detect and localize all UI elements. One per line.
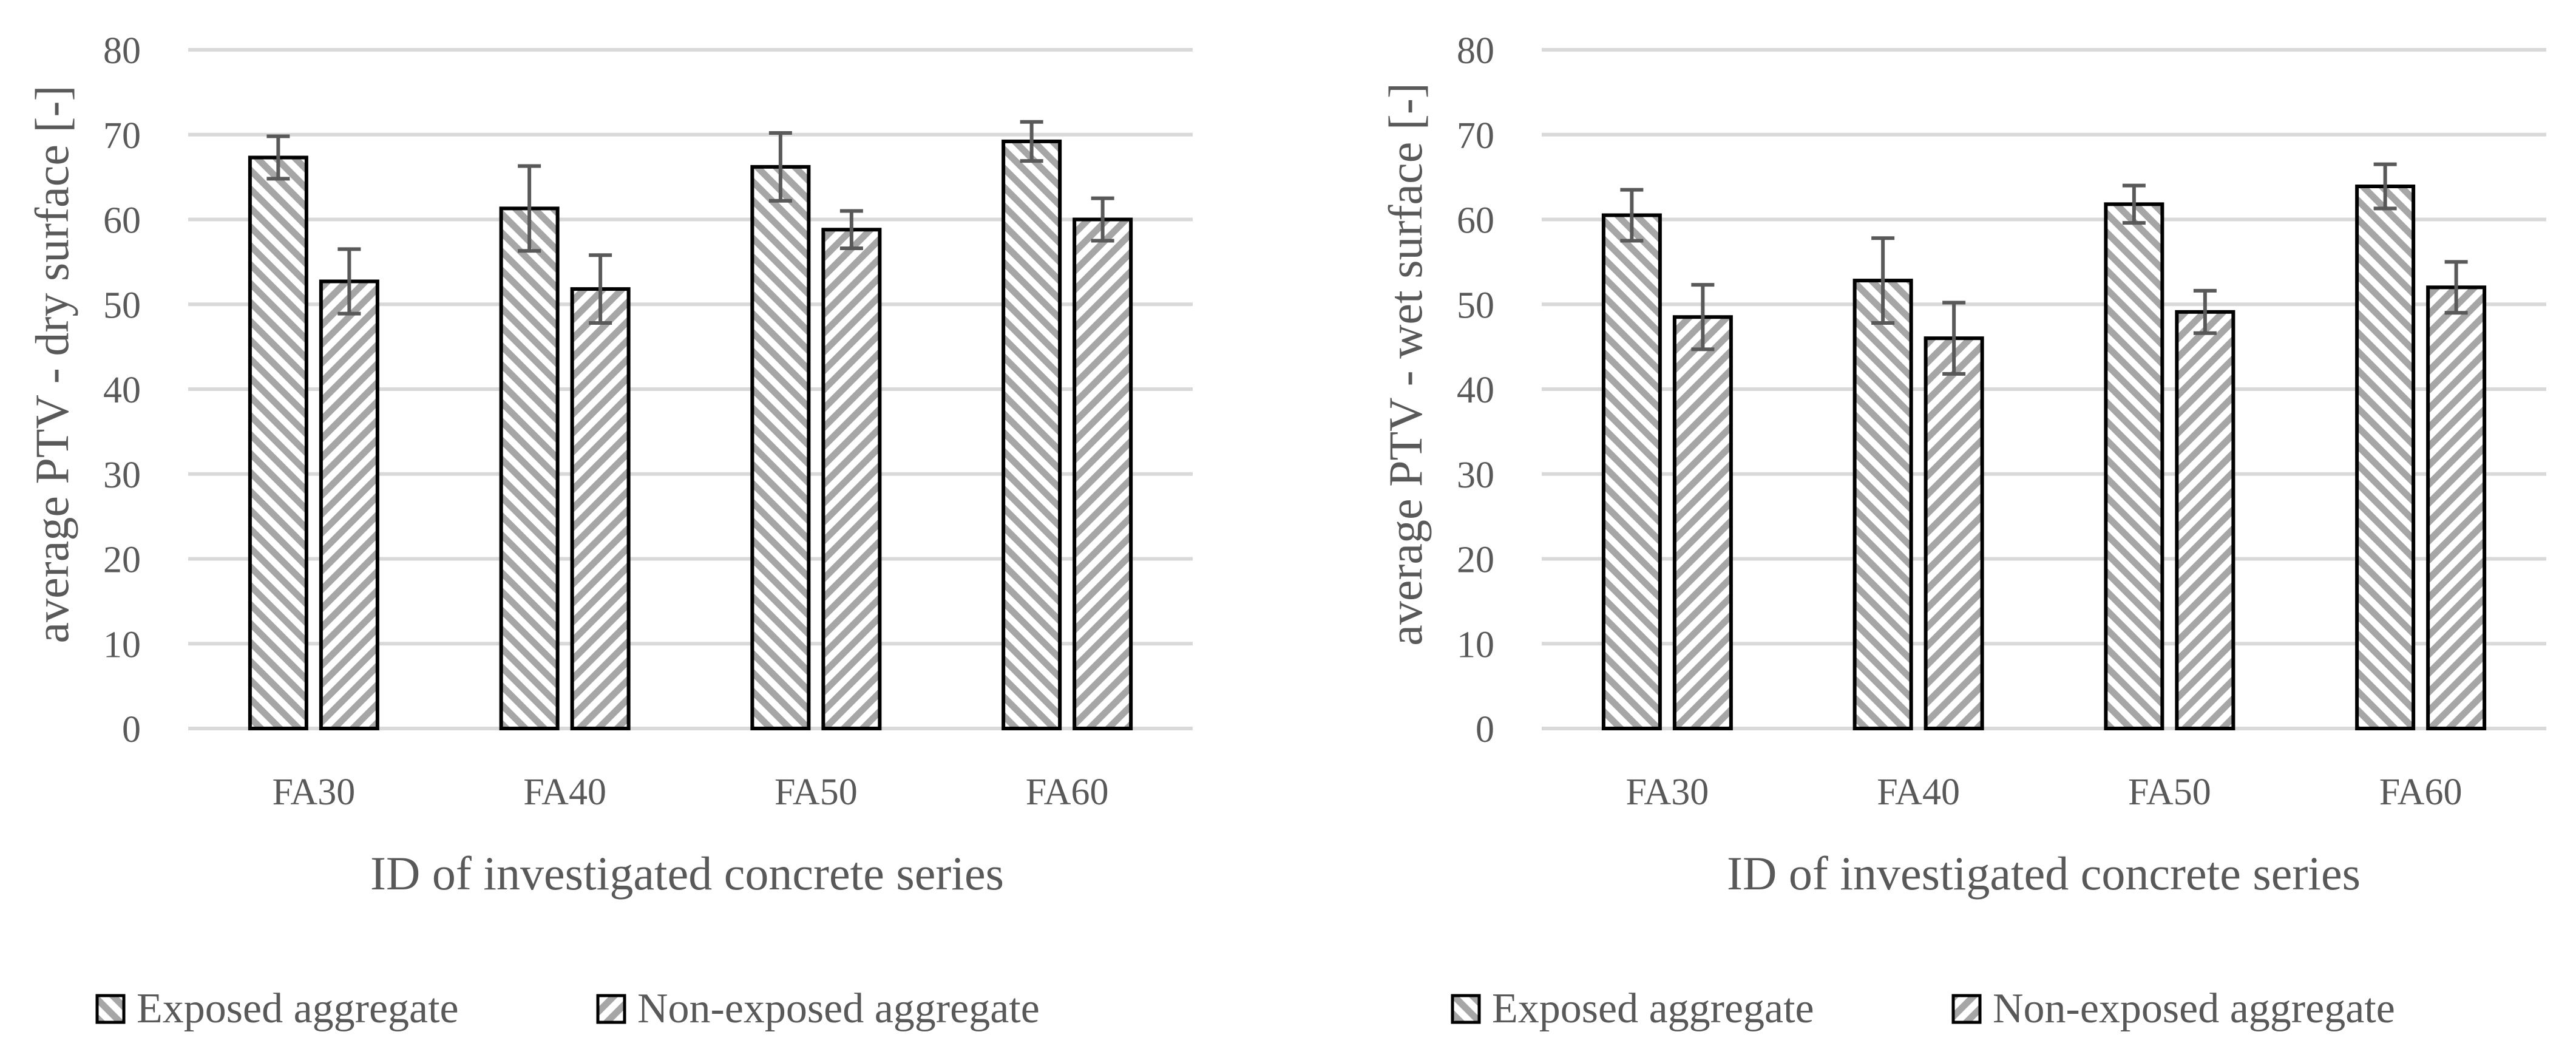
error-bar-fa30-exposed — [266, 134, 290, 181]
error-bar-fa50-exposed — [768, 131, 792, 203]
x-tick-fa60: FA60 — [2379, 772, 2462, 813]
y-tick-0: 0 — [1476, 709, 1494, 750]
bar-fa60-exposed — [2355, 184, 2416, 730]
y-tick-20: 20 — [1457, 540, 1494, 581]
legend-label-exposed: Exposed aggregate — [137, 985, 459, 1032]
y-axis-title: average PTV - wet surface [-] — [1379, 83, 1432, 646]
legend-swatch-non-exposed — [1951, 994, 1982, 1024]
y-tick-40: 40 — [1457, 370, 1494, 411]
error-bar-fa40-exposed — [1871, 236, 1895, 325]
error-bar-fa40-non-exposed — [589, 253, 612, 325]
bar-fa60-non-exposed — [2426, 285, 2487, 730]
error-bar-fa50-exposed — [2122, 183, 2146, 225]
bar-fa30-exposed — [248, 155, 308, 731]
error-bar-fa60-non-exposed — [1091, 196, 1114, 243]
error-bars — [266, 120, 1114, 325]
legend-label-non-exposed: Non-exposed aggregate — [637, 985, 1040, 1032]
x-tick-fa30: FA30 — [273, 772, 356, 813]
y-tick-0: 0 — [122, 709, 141, 750]
x-tick-labels: FA30 FA40 FA50 FA60 — [273, 772, 1109, 813]
y-tick-80: 80 — [103, 30, 141, 72]
error-bar-fa40-exposed — [518, 164, 541, 253]
error-bar-fa60-non-exposed — [2444, 260, 2468, 315]
x-axis-title: ID of investigated concrete series — [370, 847, 1004, 900]
y-tick-10: 10 — [103, 624, 141, 665]
error-bar-fa40-non-exposed — [1942, 301, 1966, 376]
error-bar-fa50-non-exposed — [839, 209, 863, 251]
bar-fa30-non-exposed — [319, 279, 379, 730]
x-tick-fa30: FA30 — [1626, 772, 1709, 813]
error-bar-fa30-exposed — [1620, 188, 1644, 243]
legend: Exposed aggregate Non-exposed aggregate — [1451, 985, 2395, 1032]
y-tick-80: 80 — [1457, 30, 1494, 72]
error-bar-fa30-non-exposed — [1691, 283, 1715, 352]
y-tick-30: 30 — [1457, 455, 1494, 496]
y-tick-60: 60 — [103, 200, 141, 242]
x-tick-fa50: FA50 — [2128, 772, 2211, 813]
y-tick-40: 40 — [103, 370, 141, 411]
x-tick-fa60: FA60 — [1026, 772, 1109, 813]
bar-fa40-non-exposed — [1924, 336, 1984, 730]
error-bar-fa30-non-exposed — [337, 247, 361, 316]
y-tick-50: 50 — [1457, 285, 1494, 326]
y-tick-60: 60 — [1457, 200, 1494, 242]
y-tick-30: 30 — [103, 455, 141, 496]
error-bars — [1620, 162, 2468, 376]
bar-fa40-exposed — [1852, 279, 1913, 730]
y-tick-70: 70 — [103, 115, 141, 157]
bar-fa50-non-exposed — [821, 228, 882, 730]
error-bar-fa50-non-exposed — [2193, 288, 2217, 335]
x-tick-fa50: FA50 — [774, 772, 858, 813]
legend-label-non-exposed: Non-exposed aggregate — [1993, 985, 2395, 1032]
bar-fa30-non-exposed — [1672, 315, 1733, 730]
bar-fa30-exposed — [1601, 213, 1662, 730]
legend-swatch-exposed — [1451, 994, 1481, 1024]
bar-fa60-non-exposed — [1073, 217, 1133, 730]
error-bar-fa60-exposed — [2373, 162, 2397, 211]
y-tick-70: 70 — [1457, 115, 1494, 157]
legend: Exposed aggregate Non-exposed aggregate — [95, 985, 1040, 1032]
y-tick-10: 10 — [1457, 624, 1494, 665]
y-tick-20: 20 — [103, 540, 141, 581]
legend-label-exposed: Exposed aggregate — [1492, 985, 1814, 1032]
bar-fa40-non-exposed — [570, 287, 631, 731]
y-tick-labels: 0 10 20 30 40 50 60 70 80 — [1457, 30, 1494, 750]
y-axis-title: average PTV - dry surface [-] — [25, 86, 78, 644]
bar-fa60-exposed — [1002, 139, 1062, 730]
chart-wet-surface: 0 10 20 30 40 50 60 70 80 FA30 FA40 FA50 FA60 avera… — [1379, 30, 2546, 1032]
bars — [1601, 184, 2487, 731]
bars — [248, 139, 1133, 731]
chart-dry-surface: 0 10 20 30 40 50 60 70 80 FA30 FA40 FA50 FA60 avera… — [25, 30, 1193, 1032]
error-bar-fa60-exposed — [1020, 120, 1043, 163]
legend-swatch-non-exposed — [596, 994, 626, 1024]
bar-fa40-exposed — [499, 206, 560, 730]
legend-swatch-exposed — [95, 994, 126, 1024]
bar-fa50-non-exposed — [2175, 310, 2235, 730]
y-tick-labels: 0 10 20 30 40 50 60 70 80 — [103, 30, 141, 750]
bar-fa50-exposed — [2104, 202, 2164, 731]
x-tick-labels: FA30 FA40 FA50 FA60 — [1626, 772, 2462, 813]
x-tick-fa40: FA40 — [523, 772, 606, 813]
x-tick-fa40: FA40 — [1877, 772, 1960, 813]
y-tick-50: 50 — [103, 285, 141, 326]
x-axis-title: ID of investigated concrete series — [1727, 847, 2361, 900]
bar-fa50-exposed — [750, 165, 811, 731]
